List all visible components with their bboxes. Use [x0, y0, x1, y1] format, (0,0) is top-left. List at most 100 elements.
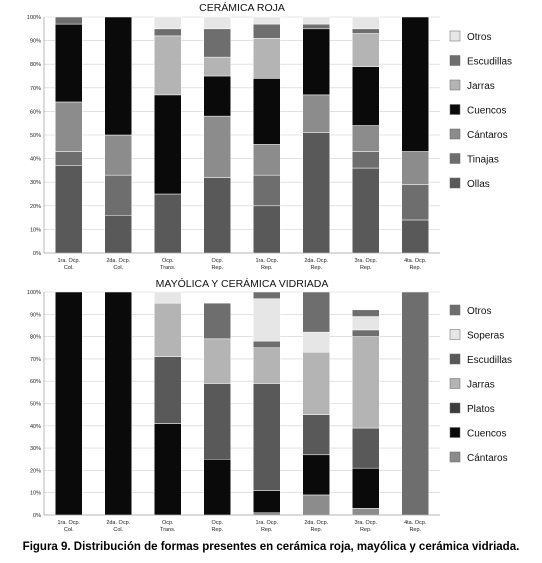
- y-tick-label: 10%: [30, 227, 41, 233]
- bar-segment-otros: [352, 309, 380, 317]
- x-tick-label: 4ta. Ocp.: [404, 258, 427, 264]
- legend-swatch-cntaros: [449, 128, 461, 140]
- legend-label-cntaros: Cántaros: [467, 453, 508, 464]
- x-tick-label: Rep.: [360, 527, 372, 533]
- chart-title: MAYÓLICA Y CERÁMICA VIDRIADA: [156, 277, 329, 290]
- x-tick-label: Rep.: [310, 527, 322, 533]
- bar-segment-otros: [302, 291, 330, 333]
- y-tick-label: 0%: [33, 513, 41, 519]
- legend-swatch-escudillas: [449, 353, 461, 365]
- y-tick-label: 50%: [30, 402, 41, 408]
- y-tick-label: 20%: [30, 468, 41, 474]
- x-tick-label: Rep.: [211, 527, 223, 533]
- bar-segment-escudillas: [253, 23, 281, 39]
- legend-swatch-platos: [449, 402, 461, 414]
- bar-segment-cuencos: [55, 23, 83, 103]
- bar-segment-escudillas: [203, 28, 231, 58]
- legend-label-cntaros: Cántaros: [467, 130, 508, 141]
- bar-segment-otros: [302, 16, 330, 25]
- bar-segment-escudillas: [352, 329, 380, 337]
- bar-segment-escudillas: [154, 356, 182, 424]
- legend-swatch-soperas: [449, 329, 461, 340]
- legend-label-otros: Otros: [467, 306, 491, 317]
- y-tick-label: 100%: [27, 15, 41, 21]
- x-tick-label: 2da. Ocp.: [106, 258, 130, 264]
- bar-segment-cntaros: [401, 151, 429, 185]
- x-tick-label: Col.: [113, 527, 123, 533]
- bar-segment-cntaros: [203, 115, 231, 178]
- bar-segment-cntaros: [104, 134, 132, 176]
- x-tick-label: 4ta. Ocp.: [404, 520, 427, 526]
- legend-label-escudillas: Escudillas: [467, 57, 512, 68]
- x-tick-label: Rep.: [310, 265, 322, 271]
- y-tick-label: 60%: [30, 379, 41, 385]
- bar-segment-otros: [154, 16, 182, 30]
- bar-segment-cntaros: [352, 508, 380, 516]
- bar-segment-ollas: [253, 205, 281, 254]
- bar-segment-cuencos: [253, 78, 281, 145]
- x-tick-label: 2da. Ocp.: [304, 520, 328, 526]
- y-tick-label: 60%: [30, 109, 41, 115]
- bar-segment-cuencos: [104, 16, 132, 136]
- y-tick-label: 40%: [30, 424, 41, 430]
- legend-label-cuencos: Cuencos: [467, 429, 506, 440]
- x-tick-label: 3ra. Ocp.: [354, 258, 377, 264]
- bar-segment-cuencos: [352, 467, 380, 509]
- x-tick-label: Rep.: [261, 527, 273, 533]
- bar-segment-jarras: [253, 347, 281, 384]
- x-tick-label: Ocp.: [162, 258, 174, 264]
- legend-label-platos: Platos: [467, 404, 495, 415]
- legend-swatch-cntaros: [449, 451, 461, 463]
- bar-segment-cuencos: [154, 423, 182, 516]
- legend-swatch-escudillas: [449, 55, 461, 66]
- bar-segment-escudillas: [302, 414, 330, 456]
- legend-swatch-ollas: [449, 177, 461, 189]
- bar-segment-otros: [401, 291, 429, 516]
- bar-segment-jarras: [154, 302, 182, 357]
- bar-segment-ollas: [401, 219, 429, 254]
- bar-segment-cntaros: [302, 94, 330, 133]
- x-tick-label: Rep.: [261, 265, 273, 271]
- x-tick-label: Rep.: [409, 527, 421, 533]
- y-tick-label: 20%: [30, 204, 41, 210]
- bar-segment-jarras: [203, 338, 231, 384]
- x-tick-label: 3ra. Ocp.: [354, 520, 377, 526]
- legend-label-tinajas: Tinajas: [467, 155, 499, 166]
- bar-segment-escudillas: [203, 383, 231, 460]
- bar-segment-soperas: [302, 331, 330, 353]
- bar-segment-cuencos: [352, 66, 380, 126]
- bar-segment-jarras: [352, 336, 380, 429]
- bar-segment-escudillas: [352, 427, 380, 469]
- bar-segment-tinajas: [401, 184, 429, 221]
- bar-segment-soperas: [352, 316, 380, 331]
- bar-segment-escudillas: [253, 383, 281, 491]
- bar-segment-escudillas: [352, 28, 380, 34]
- x-tick-label: Col.: [113, 265, 123, 271]
- x-tick-label: Rep.: [360, 265, 372, 271]
- bar-segment-otros: [352, 16, 380, 30]
- y-tick-label: 80%: [30, 335, 41, 341]
- bar-segment-tinajas: [55, 151, 83, 166]
- bar-segment-ollas: [352, 167, 380, 254]
- legend-label-otros: Otros: [467, 32, 491, 43]
- bar-segment-soperas: [154, 291, 182, 304]
- chart-title: CERÁMICA ROJA: [199, 1, 285, 14]
- bar-segment-tinajas: [253, 174, 281, 207]
- legend-swatch-jarras: [449, 79, 461, 91]
- legend-label-jarras: Jarras: [467, 81, 495, 92]
- y-tick-label: 100%: [27, 290, 41, 296]
- bar-segment-cuencos: [401, 16, 429, 152]
- bar-segment-cuencos: [253, 490, 281, 514]
- y-tick-label: 50%: [30, 133, 41, 139]
- bar-segment-cuencos: [104, 291, 132, 516]
- bar-segment-otros: [253, 16, 281, 25]
- bar-segment-jarras: [203, 56, 231, 77]
- bar-segment-cuencos: [302, 454, 330, 496]
- x-tick-label: 1ra. Ocp.: [57, 258, 80, 264]
- bar-segment-tinajas: [352, 151, 380, 169]
- x-tick-label: 1ra. Ocp.: [255, 258, 278, 264]
- bar-segment-jarras: [302, 351, 330, 415]
- bar-segment-cuencos: [302, 28, 330, 96]
- bar-segment-ollas: [55, 165, 83, 254]
- legend-label-jarras: Jarras: [467, 380, 495, 391]
